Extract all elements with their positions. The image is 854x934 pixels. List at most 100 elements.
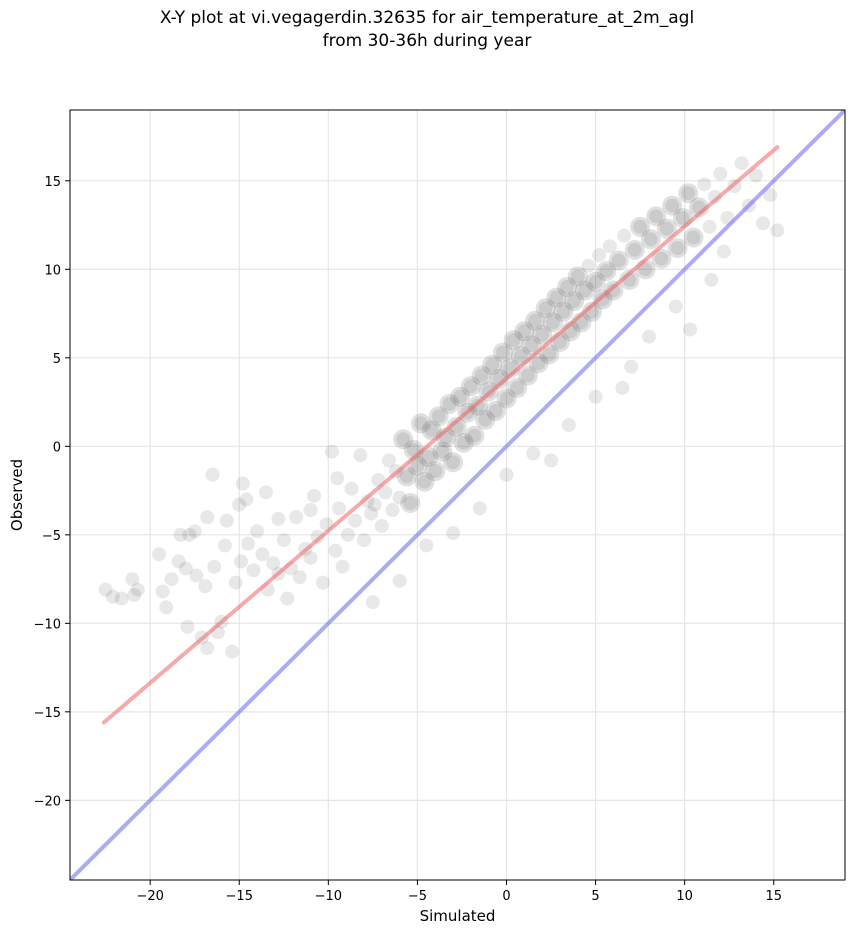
scatter-point-169 [716,244,731,259]
reference-lines [70,110,845,880]
scatter-point-halo-67 [400,492,421,513]
scatter-point-81 [453,389,468,404]
scatter-point-107 [545,315,560,330]
scatter-point-halo-135 [662,195,683,216]
scatter-point-15 [198,579,213,594]
scatter-point-174 [232,497,247,512]
scatter-point-halo-93 [492,342,513,363]
scatter-point-135 [665,198,680,213]
scatter-point-2 [114,591,129,606]
scatter-point-halo-81 [450,386,471,407]
scatter-point-11 [182,527,197,542]
scatter-point-170 [330,471,345,486]
scatter-point-105 [538,301,553,316]
scatter-point-126 [617,228,632,243]
scatter-point-halo-66 [396,466,417,487]
scatter-point-151 [763,187,778,202]
scatter-point-21 [218,538,232,553]
scatter-point-35 [276,533,291,548]
x-tick-label-2: −10 [315,889,342,904]
scatter-point-halo-87 [471,365,492,386]
scatter-point-51 [344,481,359,496]
scatter-point-155 [499,467,514,482]
scatter-point-60 [378,485,393,500]
scatter-point-31 [255,547,270,562]
scatter-point-halo-88 [475,409,496,430]
scatter-point-halo-138 [678,183,699,204]
scatter-point-33 [266,556,281,571]
scatter-point-85 [467,428,482,443]
scatter-point-161 [561,418,576,433]
scatter-point-176 [178,561,193,576]
scatter-point-halo-139 [683,227,704,248]
y-tick-label-4: 0 [53,440,61,455]
scatter-point-168 [704,272,719,287]
scatter-point-29 [246,563,261,578]
x-tick-label-1: −15 [226,889,253,904]
scatter-point-158 [392,573,407,588]
scatter-point-46 [324,444,339,459]
scatter-point-39 [292,570,307,585]
scatter-point-113 [567,294,582,309]
scatter-point-13 [189,568,204,583]
scatter-point-halo-110 [553,301,574,322]
scatter-point-102 [528,313,542,328]
scatter-point-117 [581,258,596,273]
scatter-point-halo-91 [485,400,506,421]
scatter-point-halo-127 [619,269,640,290]
scatter-point-93 [495,345,510,360]
scatter-point-110 [556,304,571,319]
scatter-point-67 [403,495,418,510]
scatter-point-96 [506,333,521,348]
scatter-point-100 [520,368,535,383]
scatter-point-halo-103 [528,353,549,374]
scatter-point-halo-131 [640,229,661,250]
scatter-point-halo-118 [582,301,603,322]
scatter-point-41 [303,550,318,565]
scatter-point-halo-119 [585,271,606,292]
scatter-point-0 [98,582,113,597]
scatter-point-halo-92 [489,369,510,390]
scatter-point-70 [413,416,428,431]
scatter-point-halo-111 [557,277,578,298]
scatter-point-124 [606,283,621,298]
x-tick-label-7: 15 [765,889,782,904]
scatter-point-154 [472,501,487,516]
scatter-point-5 [155,584,170,599]
scatter-point-halo-97 [507,377,528,398]
scatter-point-119 [588,274,603,289]
scatter-point-165 [668,299,683,314]
scatter-point-159 [365,595,380,610]
scatter-point-7 [164,572,179,587]
y-tick-label-2: −10 [34,617,61,632]
scatter-point-halo-125 [608,250,629,271]
scatter-point-54 [356,533,371,548]
scatter-point-175 [200,510,215,525]
scatter-point-130 [638,262,653,277]
scatter-point-48 [332,501,347,516]
scatter-point-84 [463,379,478,394]
scatter-point-halo-99 [514,321,535,342]
scatter-point-61 [381,453,396,468]
scatter-point-halo-114 [567,266,588,287]
scatter-point-1 [105,589,120,604]
scatter-point-103 [531,356,546,371]
y-ticks: −20 −15 −10 −5 0 5 10 15 [34,175,70,809]
scatter-point-94 [499,391,514,406]
scatter-point-halo-85 [464,425,485,446]
scatter-point-halo-107 [542,312,563,333]
scatter-point-halo-102 [525,310,545,331]
scatter-point-156 [526,446,541,461]
x-tick-label-5: 5 [591,889,599,904]
scatter-point-116 [577,283,592,298]
scatter-point-104 [535,327,550,342]
scatter-point-88 [478,412,493,427]
scatter-point-10 [180,619,195,634]
scatter-point-166 [683,322,697,337]
plot-frame [69,109,846,881]
x-ticks: −20 −15 −10 −5 0 5 10 15 [136,880,782,904]
scatter-point-halo-136 [667,238,688,259]
scatter-point-141 [697,177,712,192]
scatter-point-164 [642,329,657,344]
